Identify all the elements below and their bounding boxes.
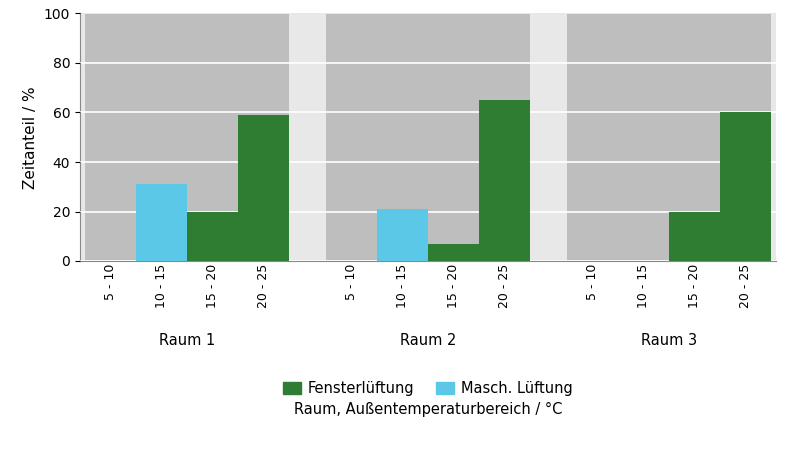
- Bar: [377, 209, 428, 261]
- Bar: [669, 14, 720, 211]
- Bar: [238, 14, 290, 115]
- Bar: [479, 100, 530, 261]
- Bar: [187, 14, 238, 211]
- X-axis label: Raum, Außentemperaturbereich / °C: Raum, Außentemperaturbereich / °C: [294, 402, 562, 418]
- Legend: Fensterlüftung, Masch. Lüftung: Fensterlüftung, Masch. Lüftung: [278, 376, 578, 402]
- Bar: [720, 14, 771, 112]
- Text: Raum 2: Raum 2: [400, 333, 456, 348]
- Bar: [428, 14, 479, 244]
- Bar: [136, 184, 187, 261]
- Bar: [85, 14, 136, 261]
- Bar: [479, 14, 530, 100]
- Y-axis label: Zeitanteil / %: Zeitanteil / %: [23, 86, 38, 189]
- Bar: [618, 14, 669, 261]
- Bar: [326, 14, 377, 261]
- Bar: [669, 212, 720, 261]
- Bar: [187, 212, 238, 261]
- Bar: [566, 14, 618, 261]
- Text: Raum 1: Raum 1: [159, 333, 215, 348]
- Bar: [238, 115, 290, 261]
- Bar: [720, 112, 771, 261]
- Bar: [136, 14, 187, 184]
- Text: Raum 3: Raum 3: [641, 333, 697, 348]
- Bar: [377, 14, 428, 209]
- Bar: [428, 244, 479, 261]
